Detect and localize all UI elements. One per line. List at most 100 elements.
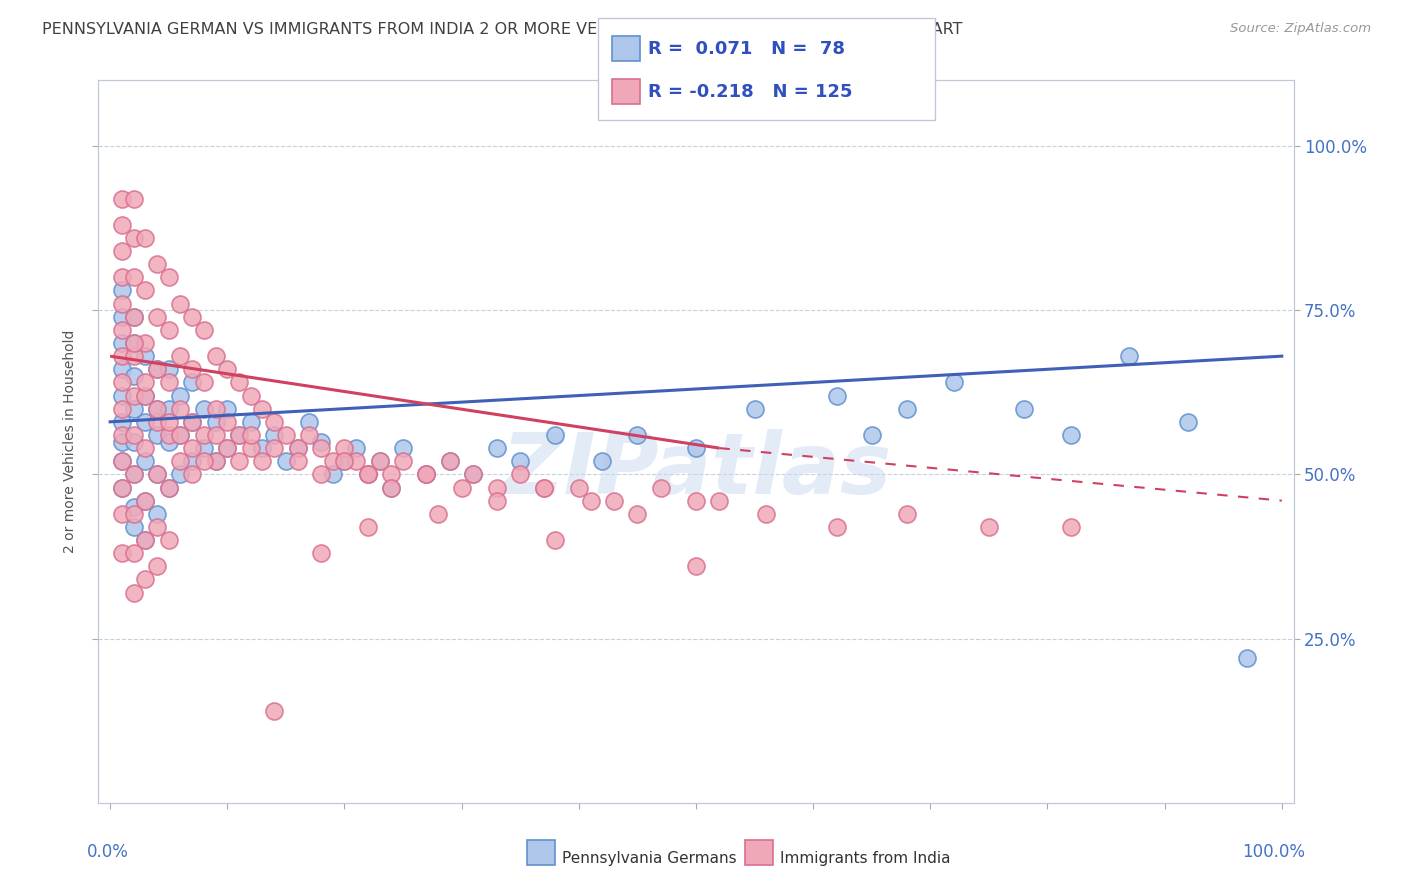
Point	[111, 244, 134, 258]
Point	[169, 401, 191, 416]
Y-axis label: 2 or more Vehicles in Household: 2 or more Vehicles in Household	[63, 330, 77, 553]
Point	[298, 415, 321, 429]
Point	[263, 428, 285, 442]
Point	[111, 388, 134, 402]
Text: Source: ZipAtlas.com: Source: ZipAtlas.com	[1230, 22, 1371, 36]
Point	[274, 454, 297, 468]
Point	[134, 231, 156, 245]
Point	[146, 257, 169, 271]
Point	[157, 428, 180, 442]
Point	[357, 520, 380, 534]
Point	[439, 454, 461, 468]
Point	[357, 467, 380, 482]
Point	[111, 362, 134, 376]
Point	[134, 336, 156, 351]
Point	[111, 434, 134, 449]
Point	[134, 493, 156, 508]
Point	[111, 310, 134, 324]
Point	[357, 467, 380, 482]
Point	[157, 401, 180, 416]
Point	[263, 441, 285, 455]
Point	[122, 270, 145, 285]
Point	[134, 533, 156, 547]
Point	[157, 481, 180, 495]
Point	[287, 441, 309, 455]
Text: R = -0.218   N = 125: R = -0.218 N = 125	[648, 83, 852, 101]
Point	[134, 349, 156, 363]
Point	[111, 270, 134, 285]
Point	[204, 454, 226, 468]
Point	[169, 388, 191, 402]
Text: R =  0.071   N =  78: R = 0.071 N = 78	[648, 39, 845, 58]
Point	[309, 434, 332, 449]
Point	[287, 454, 309, 468]
Point	[122, 388, 145, 402]
Point	[122, 546, 145, 560]
Point	[111, 428, 134, 442]
Point	[122, 336, 145, 351]
Point	[146, 428, 169, 442]
Point	[111, 481, 134, 495]
Point	[157, 376, 180, 390]
Point	[157, 415, 180, 429]
Point	[204, 428, 226, 442]
Point	[181, 376, 204, 390]
Point	[193, 441, 215, 455]
Point	[122, 585, 145, 599]
Point	[591, 454, 613, 468]
Point	[122, 500, 145, 515]
Point	[122, 231, 145, 245]
Point	[309, 546, 332, 560]
Point	[860, 428, 883, 442]
Point	[193, 323, 215, 337]
Point	[977, 520, 1000, 534]
Point	[122, 310, 145, 324]
Point	[344, 454, 367, 468]
Point	[122, 368, 145, 383]
Point	[146, 467, 169, 482]
Point	[217, 415, 239, 429]
Point	[463, 467, 485, 482]
Point	[287, 441, 309, 455]
Point	[111, 546, 134, 560]
Point	[415, 467, 437, 482]
Text: 100.0%: 100.0%	[1243, 843, 1306, 861]
Point	[896, 507, 918, 521]
Point	[157, 323, 180, 337]
Point	[579, 493, 602, 508]
Point	[204, 415, 226, 429]
Point	[157, 434, 180, 449]
Point	[252, 441, 274, 455]
Point	[181, 441, 204, 455]
Point	[685, 441, 707, 455]
Point	[169, 349, 191, 363]
Point	[1012, 401, 1035, 416]
Text: ZIPatlas: ZIPatlas	[501, 429, 891, 512]
Point	[825, 388, 848, 402]
Point	[357, 467, 380, 482]
Point	[685, 493, 707, 508]
Point	[485, 441, 508, 455]
Point	[157, 270, 180, 285]
Point	[111, 218, 134, 232]
Point	[181, 310, 204, 324]
Point	[181, 454, 204, 468]
Point	[298, 428, 321, 442]
Point	[239, 388, 262, 402]
Point	[709, 493, 731, 508]
Point	[193, 376, 215, 390]
Point	[111, 284, 134, 298]
Point	[533, 481, 555, 495]
Point	[111, 454, 134, 468]
Point	[134, 493, 156, 508]
Point	[415, 467, 437, 482]
Point	[146, 559, 169, 574]
Point	[239, 428, 262, 442]
Point	[181, 362, 204, 376]
Point	[415, 467, 437, 482]
Point	[392, 454, 415, 468]
Point	[380, 481, 402, 495]
Point	[239, 415, 262, 429]
Point	[228, 428, 250, 442]
Point	[217, 441, 239, 455]
